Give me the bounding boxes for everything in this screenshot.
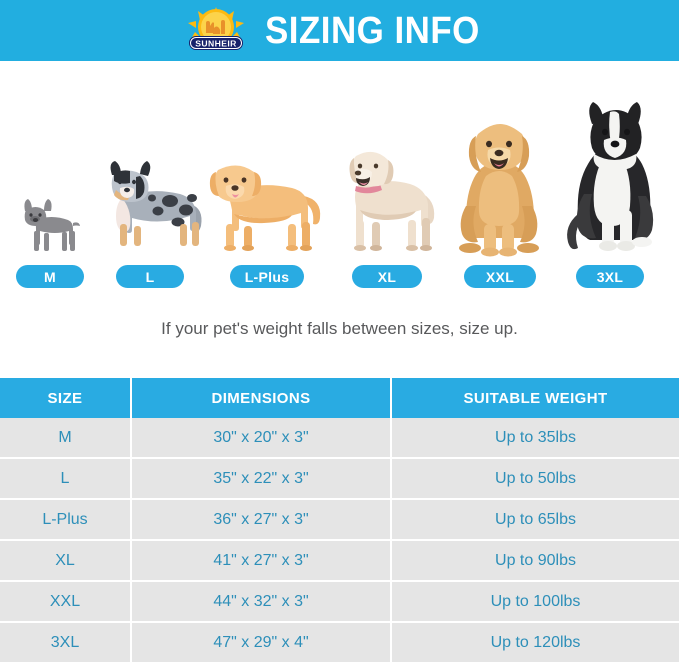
table-row: XL 41" x 27" x 3" Up to 90lbs (0, 540, 679, 582)
table-row: 3XL 47" x 29" x 4" Up to 120lbs (0, 622, 679, 662)
size-badge-3xl[interactable]: 3XL (576, 265, 644, 288)
table-header-row: SIZE DIMENSIONS SUITABLE WEIGHT (0, 378, 679, 418)
cell-dimensions: 35" x 22" x 3" (131, 458, 392, 500)
column-header-dimensions: DIMENSIONS (131, 378, 392, 418)
page-header: SUNHEIR SIZING INFO (0, 0, 679, 61)
size-badge-l-plus[interactable]: L-Plus (230, 265, 304, 288)
cell-weight: Up to 90lbs (391, 540, 679, 582)
table-row: XXL 44" x 32" x 3" Up to 100lbs (0, 581, 679, 623)
svg-text:SUNHEIR: SUNHEIR (196, 38, 238, 48)
dog-french-bulldog (14, 184, 90, 260)
table-row: L-Plus 36" x 27" x 3" Up to 65lbs (0, 499, 679, 541)
dog-border-collie-sitting (558, 98, 670, 260)
cell-dimensions: 30" x 20" x 3" (131, 418, 392, 459)
sunheir-logo: SUNHEIR (180, 6, 252, 55)
table-row: M 30" x 20" x 3" Up to 35lbs (0, 418, 679, 459)
sizing-note: If your pet's weight falls between sizes… (161, 319, 518, 338)
dog-australian-shepherd (96, 148, 208, 260)
size-badge-l[interactable]: L (116, 265, 184, 288)
size-badge-m[interactable]: M (16, 265, 84, 288)
dog-labrador-cream (326, 142, 438, 260)
table-row: L 35" x 22" x 3" Up to 50lbs (0, 458, 679, 500)
size-badge-xl[interactable]: XL (352, 265, 422, 288)
column-header-size: SIZE (0, 378, 132, 418)
cell-size: L-Plus (0, 499, 132, 541)
sizing-table: SIZE DIMENSIONS SUITABLE WEIGHT M 30" x … (0, 378, 679, 662)
column-header-weight: SUITABLE WEIGHT (391, 378, 679, 418)
cell-dimensions: 41" x 27" x 3" (131, 540, 392, 582)
cell-size: M (0, 418, 132, 459)
cell-weight: Up to 35lbs (391, 418, 679, 459)
cell-weight: Up to 120lbs (391, 622, 679, 662)
cell-weight: Up to 65lbs (391, 499, 679, 541)
cell-dimensions: 47" x 29" x 4" (131, 622, 392, 662)
cell-size: L (0, 458, 132, 500)
dog-golden-retriever-sitting (444, 120, 554, 260)
header-content: SUNHEIR SIZING INFO (180, 6, 499, 55)
dog-size-illustrations (0, 61, 679, 260)
size-badges: M L L-Plus XL XXL 3XL (0, 265, 679, 289)
dog-golden-retriever-illustration (204, 148, 324, 260)
size-badge-xxl[interactable]: XXL (464, 265, 536, 288)
cell-dimensions: 44" x 32" x 3" (131, 581, 392, 623)
cell-weight: Up to 50lbs (391, 458, 679, 500)
cell-size: XXL (0, 581, 132, 623)
page-title: SIZING INFO (265, 9, 481, 52)
cell-dimensions: 36" x 27" x 3" (131, 499, 392, 541)
cell-weight: Up to 100lbs (391, 581, 679, 623)
cell-size: 3XL (0, 622, 132, 662)
cell-size: XL (0, 540, 132, 582)
